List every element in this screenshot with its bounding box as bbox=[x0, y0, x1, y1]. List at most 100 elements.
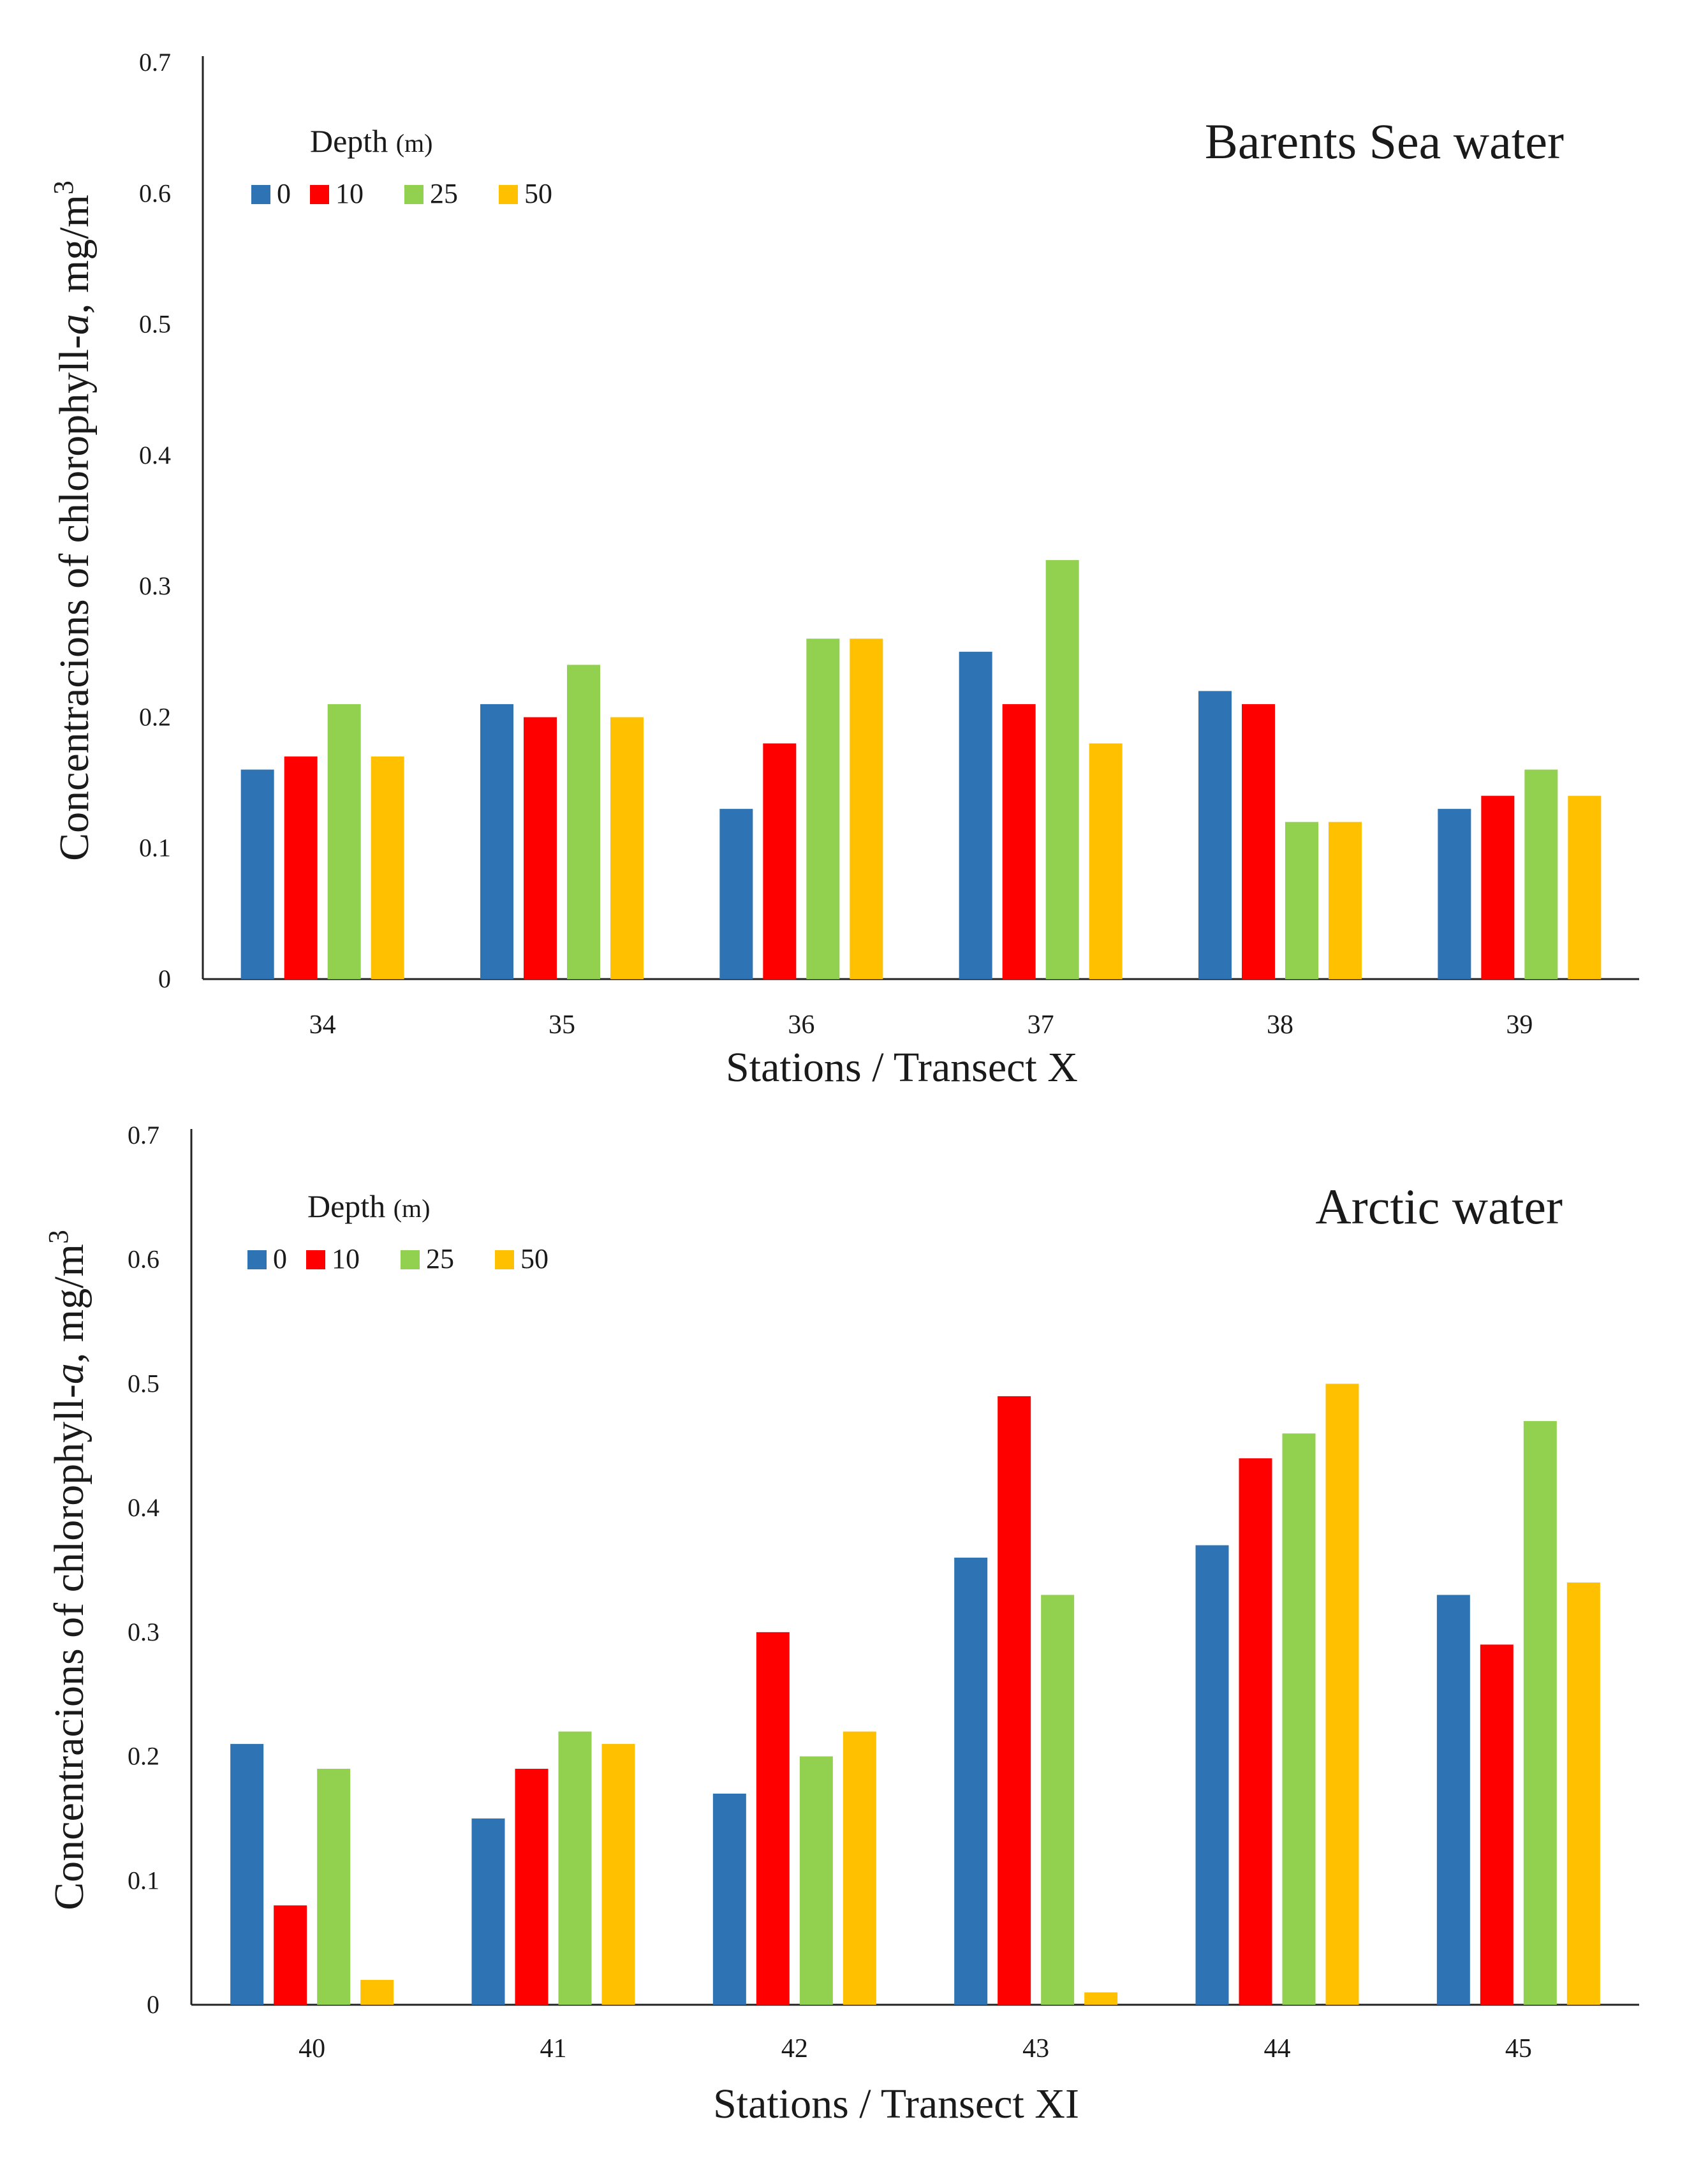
bar-station-39-depth-0 bbox=[1438, 809, 1471, 979]
legend-label-0: 0 bbox=[277, 178, 291, 209]
bar-station-37-depth-50 bbox=[1089, 743, 1123, 979]
bar-station-39-depth-50 bbox=[1568, 795, 1602, 979]
y-tick-label: 0.5 bbox=[128, 1369, 159, 1398]
bar-station-44-depth-25 bbox=[1282, 1433, 1316, 2005]
bar-station-43-depth-10 bbox=[998, 1396, 1031, 2005]
bar-station-37-depth-0 bbox=[959, 651, 992, 979]
y-axis-title: Concentracions of chlorophyll-a, mg/m3 bbox=[48, 181, 98, 861]
y-axis-title-italic: a bbox=[46, 1363, 92, 1384]
y-tick-label: 0 bbox=[158, 964, 171, 993]
x-tick-label: 42 bbox=[781, 2034, 808, 2063]
y-axis-title-text: Concentracions of chlorophyll- bbox=[46, 1384, 92, 1910]
legend-title: Depth (m) bbox=[307, 1188, 430, 1224]
legend-label-50: 50 bbox=[520, 1243, 549, 1274]
legend-label-10: 10 bbox=[332, 1243, 360, 1274]
legend-title-unit: (m) bbox=[394, 1194, 431, 1223]
y-tick-label: 0.4 bbox=[128, 1493, 159, 1522]
y-tick-label: 0.3 bbox=[128, 1618, 159, 1646]
bar-station-41-depth-50 bbox=[601, 1744, 635, 2005]
bar-station-38-depth-0 bbox=[1198, 691, 1232, 979]
legend-swatch-0 bbox=[251, 185, 270, 204]
bar-station-42-depth-0 bbox=[712, 1793, 746, 2005]
y-tick-label: 0.7 bbox=[128, 1121, 159, 1149]
bar-station-36-depth-25 bbox=[806, 638, 840, 979]
y-tick-label: 0.7 bbox=[139, 48, 171, 77]
x-axis-title: Stations / Transect X bbox=[726, 1044, 1078, 1091]
y-axis-title-superscript: 3 bbox=[43, 1230, 74, 1244]
bar-station-35-depth-50 bbox=[610, 717, 644, 979]
bar-station-42-depth-50 bbox=[843, 1731, 876, 2005]
bar-station-41-depth-25 bbox=[558, 1731, 592, 2005]
bar-station-41-depth-10 bbox=[515, 1769, 549, 2005]
bar-station-34-depth-50 bbox=[371, 756, 404, 979]
legend-label-0: 0 bbox=[273, 1243, 287, 1274]
bar-station-44-depth-50 bbox=[1325, 1383, 1359, 2005]
x-axis-title: Stations / Transect XI bbox=[713, 2081, 1079, 2127]
legend-label-50: 50 bbox=[524, 178, 552, 209]
y-tick-label: 0 bbox=[147, 1990, 159, 2019]
legend-swatch-50 bbox=[499, 185, 518, 204]
bar-station-41-depth-0 bbox=[471, 1818, 505, 2005]
bar-station-40-depth-10 bbox=[274, 1905, 307, 2005]
y-tick-label: 0.1 bbox=[128, 1866, 159, 1894]
x-tick-label: 38 bbox=[1267, 1010, 1293, 1040]
bar-station-43-depth-25 bbox=[1041, 1595, 1075, 2005]
y-axis-title-superscript: 3 bbox=[48, 181, 79, 195]
bar-station-37-depth-25 bbox=[1045, 560, 1079, 979]
chart-arctic-water: 0 0.1 0.2 0.3 0.4 0.5 0.6 0.7 40 41 42 43 44 45 Statio… bbox=[43, 1121, 1639, 2127]
chart-title: Barents Sea water bbox=[1205, 114, 1564, 169]
bar-station-39-depth-10 bbox=[1481, 795, 1515, 979]
y-tick-label: 0.2 bbox=[128, 1742, 159, 1771]
y-axis-title-italic: a bbox=[51, 314, 98, 335]
bar-station-36-depth-50 bbox=[850, 638, 883, 979]
bar-station-40-depth-0 bbox=[230, 1744, 264, 2005]
legend-label-25: 25 bbox=[430, 178, 458, 209]
bar-station-43-depth-50 bbox=[1084, 1992, 1118, 2005]
bar-station-34-depth-25 bbox=[327, 704, 361, 979]
bar-station-42-depth-25 bbox=[799, 1756, 833, 2005]
y-tick-label: 0.1 bbox=[139, 834, 171, 862]
legend-swatch-10 bbox=[306, 1250, 325, 1269]
chart-barents-sea-water: 0 0.1 0.2 0.3 0.4 0.5 0.6 0.7 34 35 36 37 38 39 Statio… bbox=[48, 48, 1639, 1091]
bar-station-37-depth-10 bbox=[1002, 704, 1036, 979]
x-tick-label: 41 bbox=[540, 2034, 567, 2063]
legend-swatch-10 bbox=[310, 185, 329, 204]
legend-title-unit: (m) bbox=[396, 129, 433, 158]
chart-title: Arctic water bbox=[1315, 1179, 1563, 1234]
bar-station-39-depth-25 bbox=[1524, 769, 1558, 979]
y-tick-label: 0.6 bbox=[128, 1245, 159, 1274]
bar-station-38-depth-50 bbox=[1329, 822, 1362, 979]
bar-station-44-depth-10 bbox=[1239, 1458, 1272, 2005]
bar-station-38-depth-25 bbox=[1285, 822, 1318, 979]
x-tick-label: 45 bbox=[1505, 2034, 1532, 2063]
y-tick-label: 0.4 bbox=[139, 441, 171, 469]
bar-station-45-depth-10 bbox=[1480, 1644, 1514, 2005]
legend-title-text: Depth bbox=[307, 1188, 394, 1224]
bar-station-42-depth-10 bbox=[756, 1632, 790, 2005]
bar-station-40-depth-25 bbox=[317, 1769, 351, 2005]
y-tick-label: 0.2 bbox=[139, 702, 171, 731]
x-tick-label: 36 bbox=[788, 1010, 814, 1040]
x-tick-label: 35 bbox=[549, 1010, 575, 1040]
bar-station-40-depth-50 bbox=[360, 1980, 394, 2005]
y-tick-label: 0.5 bbox=[139, 310, 171, 339]
x-tick-label: 40 bbox=[298, 2034, 325, 2063]
legend-label-25: 25 bbox=[426, 1243, 454, 1274]
legend-label-10: 10 bbox=[335, 178, 364, 209]
bar-station-35-depth-10 bbox=[524, 717, 557, 979]
bar-station-34-depth-0 bbox=[240, 769, 274, 979]
x-tick-label: 37 bbox=[1027, 1010, 1054, 1040]
y-axis-title-text: Concentracions of chlorophyll- bbox=[51, 335, 98, 861]
legend-swatch-0 bbox=[247, 1250, 267, 1269]
bar-station-44-depth-0 bbox=[1195, 1545, 1229, 2005]
bar-station-45-depth-0 bbox=[1436, 1595, 1470, 2005]
legend-swatch-50 bbox=[495, 1250, 514, 1269]
x-tick-label: 44 bbox=[1264, 2034, 1291, 2063]
bar-station-45-depth-50 bbox=[1566, 1582, 1600, 2005]
x-tick-label: 43 bbox=[1022, 2034, 1049, 2063]
bar-station-43-depth-0 bbox=[954, 1558, 988, 2005]
bar-station-38-depth-10 bbox=[1242, 704, 1275, 979]
bar-station-36-depth-0 bbox=[719, 809, 753, 979]
x-tick-label: 34 bbox=[309, 1010, 336, 1040]
bar-station-34-depth-10 bbox=[284, 756, 318, 979]
